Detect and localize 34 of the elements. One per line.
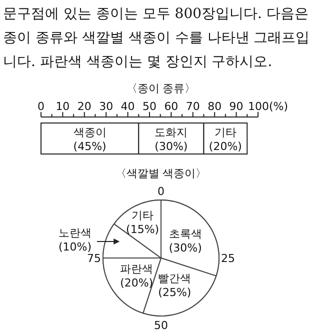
data-label: (30%) — [154, 140, 188, 153]
series-label: 기타 — [214, 126, 236, 139]
data-label: (45%) — [73, 140, 106, 153]
text: 문구점에 있는 종이는 모두 800장입니다. 다음은 종이 종류와 색깔별 색종이 수를 나타낸 그래프입니다. 파란색 색종이는 몇 장인지 구하시오. — [3, 5, 311, 72]
data-label: (15%) — [126, 222, 160, 236]
data-label: (25%) — [158, 286, 192, 299]
x-tick-label: 0 — [38, 100, 44, 113]
text: 75 — [87, 252, 101, 265]
slice-label: 파란색 — [120, 262, 154, 276]
data-label: (10%) — [58, 240, 92, 254]
chart-title: 〈색깔별 색종이〉 — [115, 167, 207, 180]
data-label: (30%) — [168, 241, 202, 254]
x-tick-label: 70 — [186, 100, 200, 113]
slice-label: 초록색 — [168, 227, 202, 240]
x-tick-label: 60 — [164, 100, 178, 113]
x-tick-label: 100(%) — [248, 100, 288, 113]
chart-title: 〈종이 종류〉 — [126, 82, 196, 95]
data-label: (20%) — [120, 276, 154, 290]
slice-label: 기타 — [132, 208, 154, 222]
x-tick-label: 40 — [120, 100, 135, 113]
x-tick-label: 30 — [99, 100, 114, 113]
text: 50 — [154, 319, 168, 330]
text: 0 — [158, 185, 164, 198]
x-tick-label: 90 — [229, 100, 244, 113]
slice-label: 노란색 — [58, 226, 92, 240]
text: 25 — [221, 252, 235, 265]
x-tick-label: 10 — [56, 100, 70, 113]
series-label: 도화지 — [154, 126, 188, 139]
x-tick-label: 20 — [77, 100, 92, 113]
x-tick-label: 80 — [208, 100, 222, 113]
slice-label: 빨간색 — [158, 272, 192, 285]
data-label: (20%) — [208, 140, 242, 153]
series-label: 색종이 — [73, 126, 106, 139]
x-tick-label: 50 — [142, 100, 156, 113]
